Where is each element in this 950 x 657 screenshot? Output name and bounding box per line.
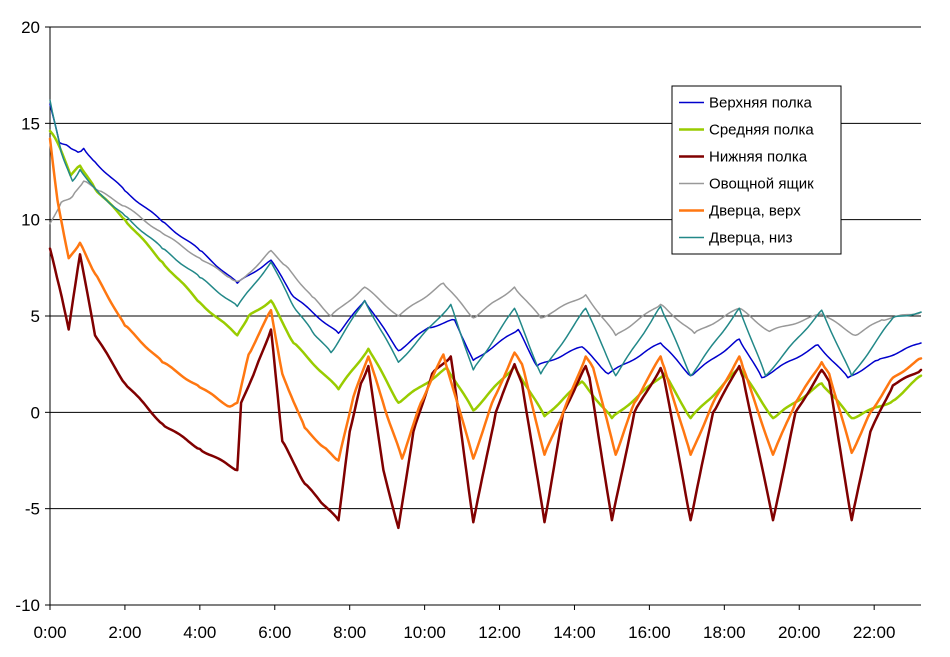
y-tick-label: -5	[25, 500, 40, 519]
series-line	[49, 180, 922, 337]
x-tick-label: 0:00	[33, 623, 66, 642]
series-line	[48, 137, 923, 462]
legend-label: Овощной ящик	[709, 176, 814, 193]
y-tick-label: 0	[31, 403, 40, 422]
x-tick-label: 22:00	[853, 623, 896, 642]
y-tick-label: 15	[21, 114, 40, 133]
y-tick-label: 20	[21, 18, 40, 37]
legend-label: Дверца, низ	[709, 230, 793, 247]
x-tick-label: 14:00	[553, 623, 596, 642]
series-line	[48, 247, 923, 530]
legend-box	[671, 85, 842, 255]
x-tick-label: 8:00	[333, 623, 366, 642]
series-lines	[48, 99, 923, 530]
x-tick-label: 2:00	[108, 623, 141, 642]
x-tick-label: 10:00	[403, 623, 446, 642]
axes	[45, 26, 921, 610]
x-tick-label: 12:00	[478, 623, 521, 642]
series-line	[49, 99, 922, 377]
legend-label: Дверца, верх	[709, 203, 801, 220]
x-tick-label: 6:00	[258, 623, 291, 642]
x-tick-label: 20:00	[778, 623, 821, 642]
y-tick-label: 10	[21, 211, 40, 230]
legend: Верхняя полка Средняя полка Нижняя полка Ов…	[671, 85, 842, 255]
tick-labels: 20 15 10 5 0 -5 -10 0:00 2:00 4:00 6:00 8:00 10:00 12…	[15, 18, 895, 642]
x-tick-label: 16:00	[628, 623, 671, 642]
series-line	[48, 129, 923, 420]
x-tick-label: 4:00	[183, 623, 216, 642]
legend-label: Нижняя полка	[709, 149, 808, 166]
y-tick-label: 5	[31, 307, 40, 326]
legend-label: Верхняя полка	[709, 95, 812, 112]
legend-label: Средняя полка	[709, 122, 814, 139]
y-tick-label: -10	[15, 596, 40, 615]
x-tick-label: 18:00	[703, 623, 746, 642]
